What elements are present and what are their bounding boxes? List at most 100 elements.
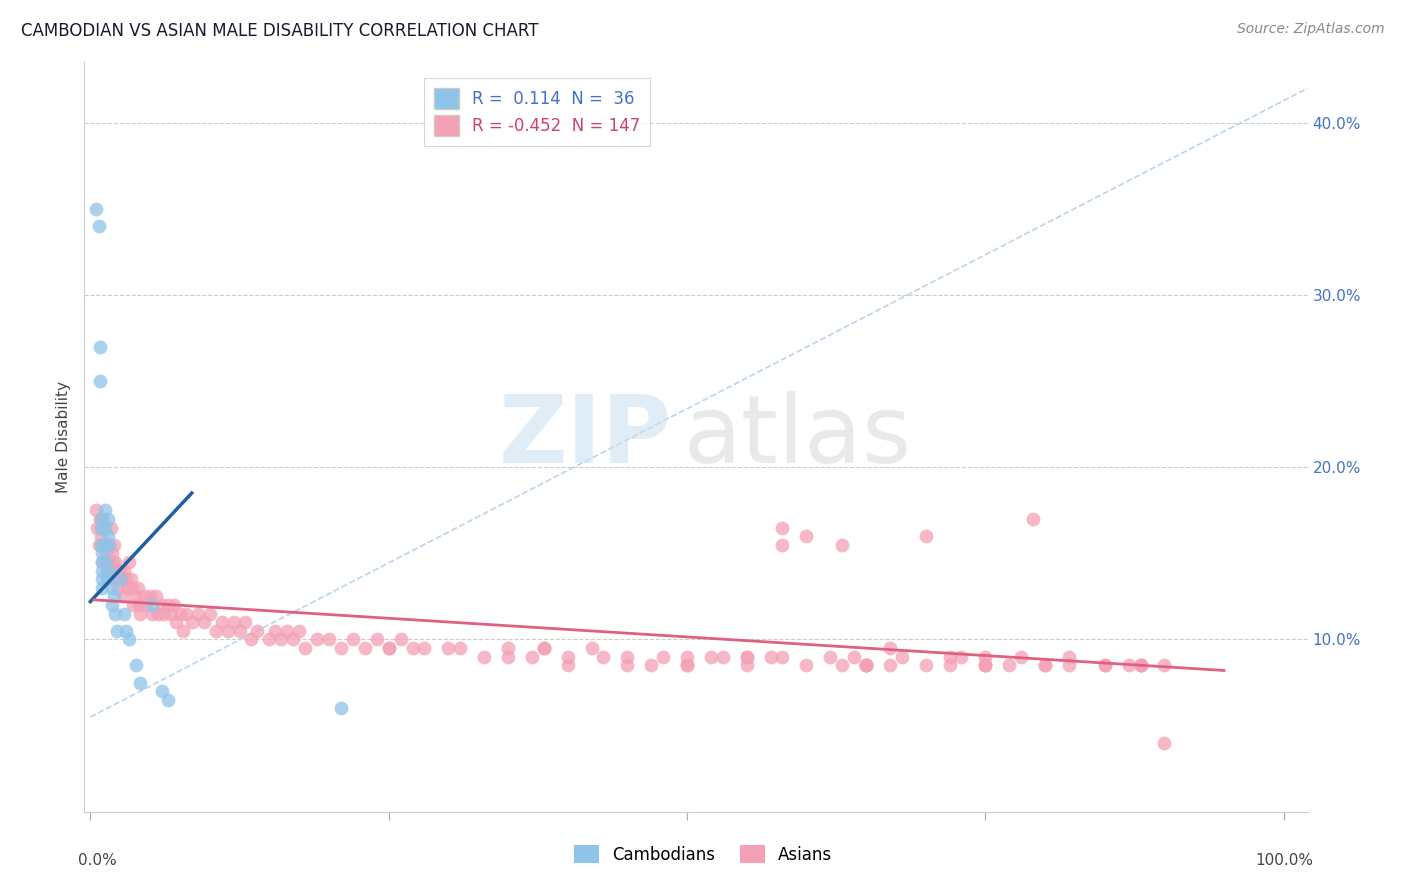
Point (132, 590, 155, 604)
Point (193, 615, 215, 630)
Point (974, 658, 997, 673)
Point (100, 520, 122, 534)
Point (112, 607, 135, 621)
Point (108, 572, 131, 586)
Point (676, 658, 699, 673)
Point (93, 503, 115, 517)
Point (711, 649, 734, 664)
Point (1129, 658, 1152, 673)
Point (222, 615, 245, 630)
Point (377, 641, 399, 656)
Point (117, 581, 139, 595)
Text: CAMBODIAN VS ASIAN MALE DISABILITY CORRELATION CHART: CAMBODIAN VS ASIAN MALE DISABILITY CORRE… (21, 22, 538, 40)
Point (89, 340, 111, 354)
Point (772, 649, 794, 664)
Point (1057, 649, 1080, 664)
Point (240, 632, 263, 647)
Point (97, 529, 120, 543)
Point (772, 520, 794, 534)
Point (94, 538, 117, 552)
Point (413, 641, 436, 656)
Point (117, 632, 139, 647)
Point (818, 649, 841, 664)
Point (676, 649, 699, 664)
Point (652, 649, 675, 664)
Point (700, 649, 723, 664)
Point (772, 538, 794, 552)
Point (307, 632, 329, 647)
Point (974, 658, 997, 673)
Point (288, 624, 311, 638)
Point (110, 572, 132, 586)
Point (104, 607, 127, 621)
Point (796, 658, 818, 673)
Point (127, 581, 149, 595)
Point (616, 658, 638, 673)
Point (1094, 658, 1116, 673)
Point (557, 658, 579, 673)
Point (235, 615, 257, 630)
Point (449, 641, 471, 656)
Point (217, 624, 239, 638)
Point (1153, 736, 1175, 750)
Point (228, 624, 250, 638)
Point (105, 564, 128, 578)
Point (91, 564, 114, 578)
Legend: R =  0.114  N =  36, R = -0.452  N = 147: R = 0.114 N = 36, R = -0.452 N = 147 (423, 78, 650, 145)
Point (156, 692, 179, 706)
Point (264, 624, 287, 638)
Point (148, 607, 170, 621)
Point (107, 581, 129, 595)
Point (204, 624, 226, 638)
Point (246, 624, 269, 638)
Point (557, 649, 579, 664)
Point (914, 658, 936, 673)
Point (117, 555, 139, 569)
Point (974, 649, 997, 664)
Point (87, 219, 110, 233)
Point (90, 529, 112, 543)
Point (108, 564, 131, 578)
Point (294, 641, 316, 656)
Point (101, 598, 124, 612)
Point (101, 555, 124, 569)
Point (616, 649, 638, 664)
Point (270, 632, 292, 647)
Point (129, 607, 152, 621)
Point (94, 555, 117, 569)
Point (104, 555, 127, 569)
Point (520, 649, 543, 664)
Point (676, 658, 699, 673)
Point (180, 615, 202, 630)
Point (1033, 658, 1056, 673)
Point (96, 564, 118, 578)
Point (87, 538, 110, 552)
Point (1118, 658, 1140, 673)
Point (581, 641, 603, 656)
Point (163, 598, 186, 612)
Point (890, 649, 912, 664)
Point (112, 564, 135, 578)
Point (160, 607, 183, 621)
Point (84, 503, 107, 517)
Point (91, 546, 114, 560)
Point (389, 632, 412, 647)
Text: ZIP: ZIP (499, 391, 672, 483)
Point (187, 607, 209, 621)
Point (97, 512, 120, 526)
Point (91, 555, 114, 569)
Point (141, 598, 163, 612)
Point (97, 538, 120, 552)
Point (592, 649, 614, 664)
Point (759, 649, 782, 664)
Point (124, 658, 146, 673)
Text: 100.0%: 100.0% (1256, 853, 1313, 868)
Point (735, 658, 758, 673)
Point (366, 632, 388, 647)
Text: atlas: atlas (683, 391, 912, 483)
Point (1094, 658, 1116, 673)
Point (91, 512, 114, 526)
Point (135, 598, 157, 612)
Point (93, 538, 115, 552)
Point (401, 641, 423, 656)
